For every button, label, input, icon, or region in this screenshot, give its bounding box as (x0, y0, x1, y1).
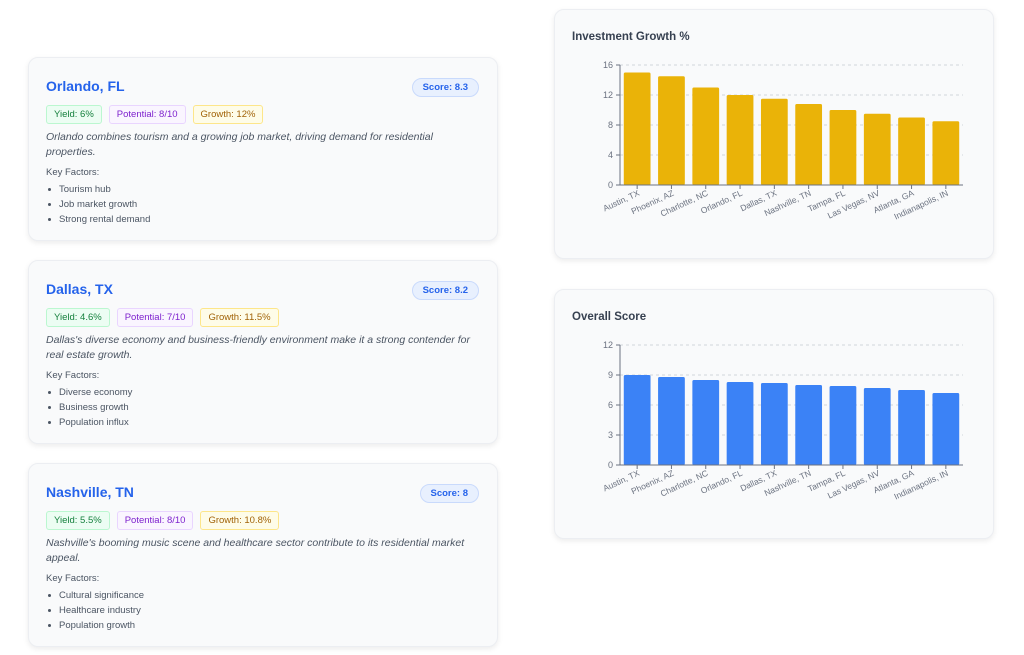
metric-tags: Yield: 6% Potential: 8/10 Growth: 12% (46, 105, 264, 124)
city-description: Orlando combines tourism and a growing j… (46, 131, 433, 158)
bar-charlotte-nc (692, 87, 720, 185)
key-factor-item: Population growth (46, 618, 144, 633)
key-factors-list: Cultural significance Healthcare industr… (46, 588, 144, 633)
key-factor-item: Population influx (46, 415, 132, 430)
score-badge: Score: 8 (419, 484, 479, 503)
yield-tag: Yield: 4.6% (46, 308, 110, 327)
growth-tag: Growth: 11.5% (200, 308, 279, 327)
chart-title: Investment Growth % (572, 31, 690, 43)
potential-tag: Potential: 8/10 (116, 511, 194, 530)
bar-phoenix-az (658, 377, 685, 465)
overall-score-chart-card: Overall Score 0 3 6 9 12 Austin, TX Phoenix, A… (554, 289, 994, 539)
bar-indianapolis-in (932, 121, 960, 185)
bar-atlanta-ga (898, 117, 925, 185)
city-name: Nashville, TN (46, 484, 134, 500)
metric-tags: Yield: 5.5% Potential: 8/10 Growth: 10.8… (46, 511, 280, 530)
y-tick-label: 12 (603, 90, 613, 100)
y-tick-label: 8 (608, 120, 613, 130)
y-tick-label: 3 (608, 430, 613, 440)
bar-austin-tx (623, 72, 651, 185)
bar-tampa-fl (829, 110, 857, 185)
bar-tampa-fl (829, 386, 857, 465)
key-factor-item: Business growth (46, 400, 132, 415)
key-factor-item: Cultural significance (46, 588, 144, 603)
y-tick-label: 16 (603, 60, 613, 70)
y-tick-label: 6 (608, 400, 613, 410)
city-card-nashville: Nashville, TN Score: 8 Yield: 5.5% Poten… (28, 463, 498, 647)
yield-tag: Yield: 5.5% (46, 511, 110, 530)
bar-indianapolis-in (932, 393, 960, 465)
investment-growth-chart-card: Investment Growth % 0 4 8 12 16 Austin, TX Pho… (554, 9, 994, 259)
score-badge: Score: 8.3 (411, 78, 479, 97)
key-factor-item: Healthcare industry (46, 603, 144, 618)
y-tick-label: 4 (608, 150, 613, 160)
city-description: Nashville's booming music scene and heal… (46, 537, 465, 564)
key-factor-item: Diverse economy (46, 385, 132, 400)
key-factor-item: Job market growth (46, 197, 150, 212)
bar-charlotte-nc (692, 380, 720, 465)
city-name: Orlando, FL (46, 78, 125, 94)
y-tick-label: 0 (608, 180, 613, 190)
bar-orlando-fl (726, 382, 754, 465)
key-factor-item: Tourism hub (46, 182, 150, 197)
city-card-dallas: Dallas, TX Score: 8.2 Yield: 4.6% Potent… (28, 260, 498, 444)
bar-las-vegas-nv (863, 113, 891, 185)
bar-atlanta-ga (898, 390, 925, 465)
score-badge: Score: 8.2 (411, 281, 479, 300)
bar-nashville-tn (795, 104, 823, 185)
key-factors-label: Key Factors: (46, 167, 100, 178)
key-factors-label: Key Factors: (46, 370, 100, 381)
key-factor-item: Strong rental demand (46, 212, 150, 227)
city-card-orlando: Orlando, FL Score: 8.3 Yield: 6% Potenti… (28, 57, 498, 241)
potential-tag: Potential: 8/10 (108, 105, 186, 124)
bar-dallas-tx (760, 98, 788, 185)
bar-las-vegas-nv (863, 388, 891, 465)
growth-tag: Growth: 10.8% (200, 511, 280, 530)
chart-title: Overall Score (572, 311, 647, 323)
key-factors-list: Diverse economy Business growth Populati… (46, 385, 132, 430)
key-factors-list: Tourism hub Job market growth Strong ren… (46, 182, 150, 227)
bar-dallas-tx (760, 383, 788, 465)
metric-tags: Yield: 4.6% Potential: 7/10 Growth: 11.5… (46, 308, 279, 327)
bar-nashville-tn (795, 385, 823, 465)
city-description: Dallas's diverse economy and business-fr… (46, 334, 470, 361)
bar-austin-tx (623, 375, 651, 465)
yield-tag: Yield: 6% (46, 105, 102, 124)
bar-phoenix-az (658, 76, 685, 185)
y-tick-label: 9 (608, 370, 613, 380)
key-factors-label: Key Factors: (46, 573, 100, 584)
potential-tag: Potential: 7/10 (116, 308, 194, 327)
y-tick-label: 12 (603, 340, 613, 350)
city-name: Dallas, TX (46, 281, 113, 297)
y-tick-label: 0 (608, 460, 613, 470)
growth-tag: Growth: 12% (192, 105, 264, 124)
bar-orlando-fl (726, 95, 754, 185)
